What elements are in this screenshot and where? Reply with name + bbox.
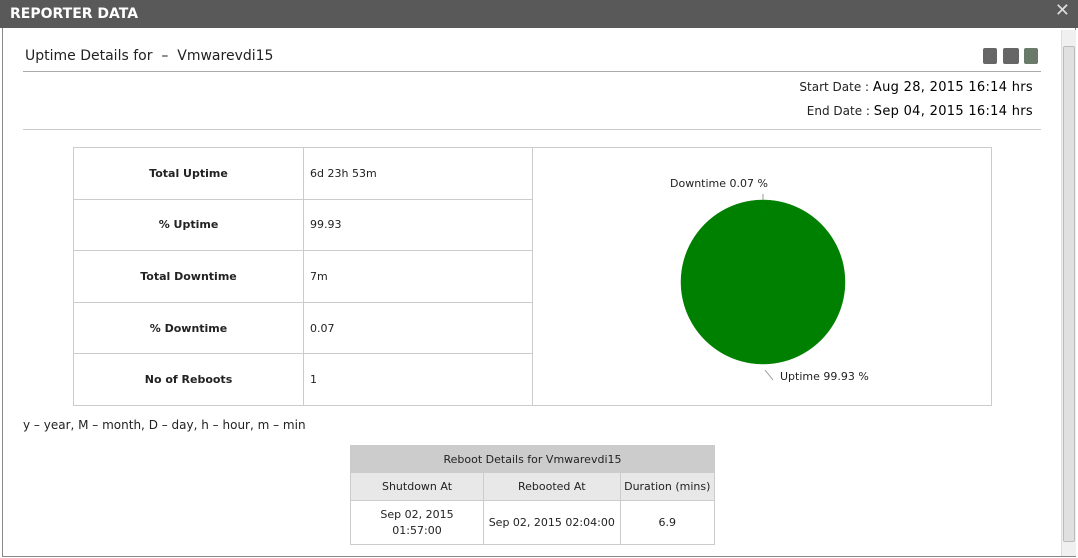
host-name: Vmwarevdi15 bbox=[177, 48, 274, 64]
chart-box: Downtime 0.07 % Uptime 99.93 % bbox=[532, 147, 992, 406]
summary-value: 0.07 bbox=[303, 301, 533, 355]
column-header: Duration (mins) bbox=[619, 472, 716, 501]
unit-note: y – year, M – month, D – day, h – hour, … bbox=[23, 418, 306, 432]
summary-row: % Downtime 0.07 bbox=[73, 301, 533, 355]
summary-table: Total Uptime 6d 23h 53m% Uptime 99.93 Total… bbox=[73, 147, 533, 406]
summary-row: No of Reboots 1 bbox=[73, 353, 533, 406]
start-label: Start Date : bbox=[799, 80, 870, 94]
summary-key: Total Uptime bbox=[73, 147, 304, 200]
end-value: Sep 04, 2015 16:14 hrs bbox=[873, 104, 1033, 119]
reboot-row: Sep 02, 2015 01:57:00 Sep 02, 2015 02:04:… bbox=[350, 500, 716, 545]
pie-value-label: 0.07 % bbox=[730, 177, 768, 190]
summary-row: % Uptime 99.93 bbox=[73, 198, 533, 252]
pie-category: Downtime bbox=[670, 177, 726, 190]
header-title: Uptime Details for – Vmwarevdi15 bbox=[25, 48, 273, 64]
separator: – bbox=[161, 48, 169, 64]
reboot-cell: Sep 02, 2015 01:57:00 bbox=[350, 500, 484, 545]
start-date: Start Date : Aug 28, 2015 16:14 hrs bbox=[799, 80, 1033, 95]
start-value: Aug 28, 2015 16:14 hrs bbox=[872, 80, 1033, 95]
summary-value: 6d 23h 53m bbox=[303, 147, 533, 200]
pie-category: Uptime bbox=[780, 370, 820, 383]
reboot-cell: Sep 02, 2015 02:04:00 bbox=[483, 500, 621, 545]
end-date: End Date : Sep 04, 2015 16:14 hrs bbox=[807, 104, 1033, 119]
header-label: Uptime Details for bbox=[25, 48, 153, 64]
title-bar: REPORTER DATA bbox=[0, 0, 1078, 28]
divider bbox=[23, 71, 1041, 72]
summary-value: 1 bbox=[303, 353, 533, 406]
reboot-cell: 6.9 bbox=[619, 500, 716, 545]
leader-line bbox=[764, 369, 774, 381]
summary-key: % Uptime bbox=[73, 198, 304, 252]
summary-value: 7m bbox=[303, 250, 533, 303]
summary-row: Total Uptime 6d 23h 53m bbox=[73, 147, 533, 200]
excel-icon[interactable] bbox=[1024, 48, 1038, 64]
reboot-table: Reboot Details for Vmwarevdi15 Shutdown A… bbox=[350, 445, 716, 545]
pie-label: Uptime 99.93 % bbox=[780, 370, 869, 383]
pie-slice bbox=[680, 199, 846, 365]
close-button[interactable]: ✕ bbox=[1054, 0, 1070, 21]
pie-chart: Downtime 0.07 % Uptime 99.93 % bbox=[670, 177, 869, 383]
column-header: Rebooted At bbox=[483, 472, 621, 501]
summary-key: Total Downtime bbox=[73, 250, 304, 303]
print-icon[interactable] bbox=[1003, 48, 1019, 64]
window-title: REPORTER DATA bbox=[10, 6, 139, 22]
table-title: Reboot Details for Vmwarevdi15 bbox=[350, 445, 715, 473]
scroll-thumb[interactable] bbox=[1063, 46, 1075, 542]
summary-value: 99.93 bbox=[303, 198, 533, 252]
end-label: End Date : bbox=[806, 104, 870, 118]
save-icon[interactable] bbox=[983, 48, 997, 64]
pie-value-label: 99.93 % bbox=[823, 370, 868, 383]
summary-key: % Downtime bbox=[73, 301, 304, 355]
divider bbox=[23, 129, 1041, 130]
summary-key: No of Reboots bbox=[73, 353, 304, 406]
summary-row: Total Downtime 7m bbox=[73, 250, 533, 303]
pie-label: Downtime 0.07 % bbox=[670, 177, 768, 190]
column-header: Shutdown At bbox=[350, 472, 484, 501]
